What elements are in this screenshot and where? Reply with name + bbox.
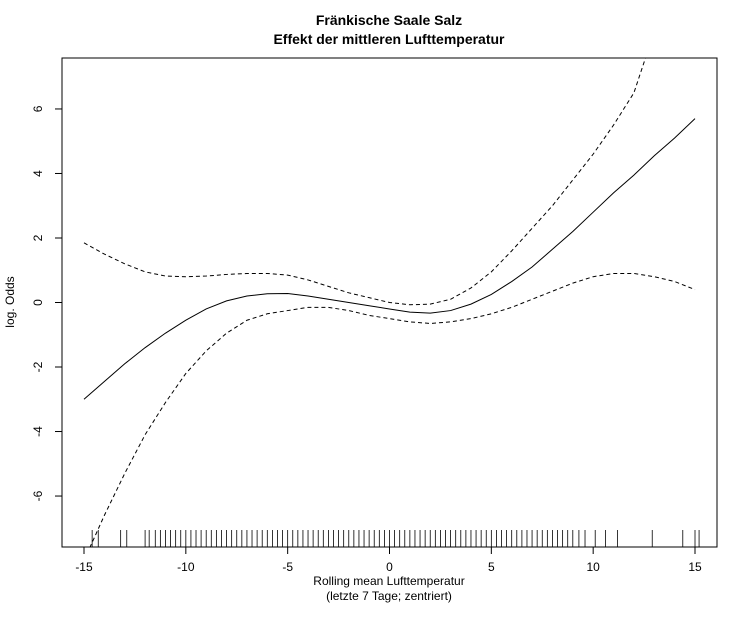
y-axis-label: log. Odds bbox=[3, 276, 17, 327]
x-tick-label: -15 bbox=[75, 560, 93, 574]
x-tick-label: 5 bbox=[488, 560, 495, 574]
x-axis-label: (letzte 7 Tage; zentriert) bbox=[326, 589, 452, 603]
y-tick-label: -4 bbox=[31, 426, 45, 437]
y-tick-label: 4 bbox=[31, 170, 45, 177]
y-tick-label: 2 bbox=[31, 234, 45, 241]
y-tick-label: 0 bbox=[31, 299, 45, 306]
y-tick-label: -6 bbox=[31, 490, 45, 501]
x-axis-label: Rolling mean Lufttemperatur bbox=[313, 574, 464, 588]
x-tick-label: 0 bbox=[386, 560, 393, 574]
plot-area bbox=[83, 58, 700, 547]
series-line bbox=[83, 118, 696, 400]
x-tick-label: -10 bbox=[177, 560, 195, 574]
series-line bbox=[89, 272, 696, 547]
chart-title: Fränkische Saale Salz bbox=[316, 12, 462, 28]
x-tick-label: 10 bbox=[586, 560, 600, 574]
chart-subtitle: Effekt der mittleren Lufttemperatur bbox=[273, 31, 505, 47]
x-tick-label: -5 bbox=[282, 560, 293, 574]
x-tick-label: 15 bbox=[688, 560, 702, 574]
series-line bbox=[83, 58, 647, 306]
y-tick-label: 6 bbox=[31, 105, 45, 112]
y-tick-label: -2 bbox=[31, 361, 45, 372]
